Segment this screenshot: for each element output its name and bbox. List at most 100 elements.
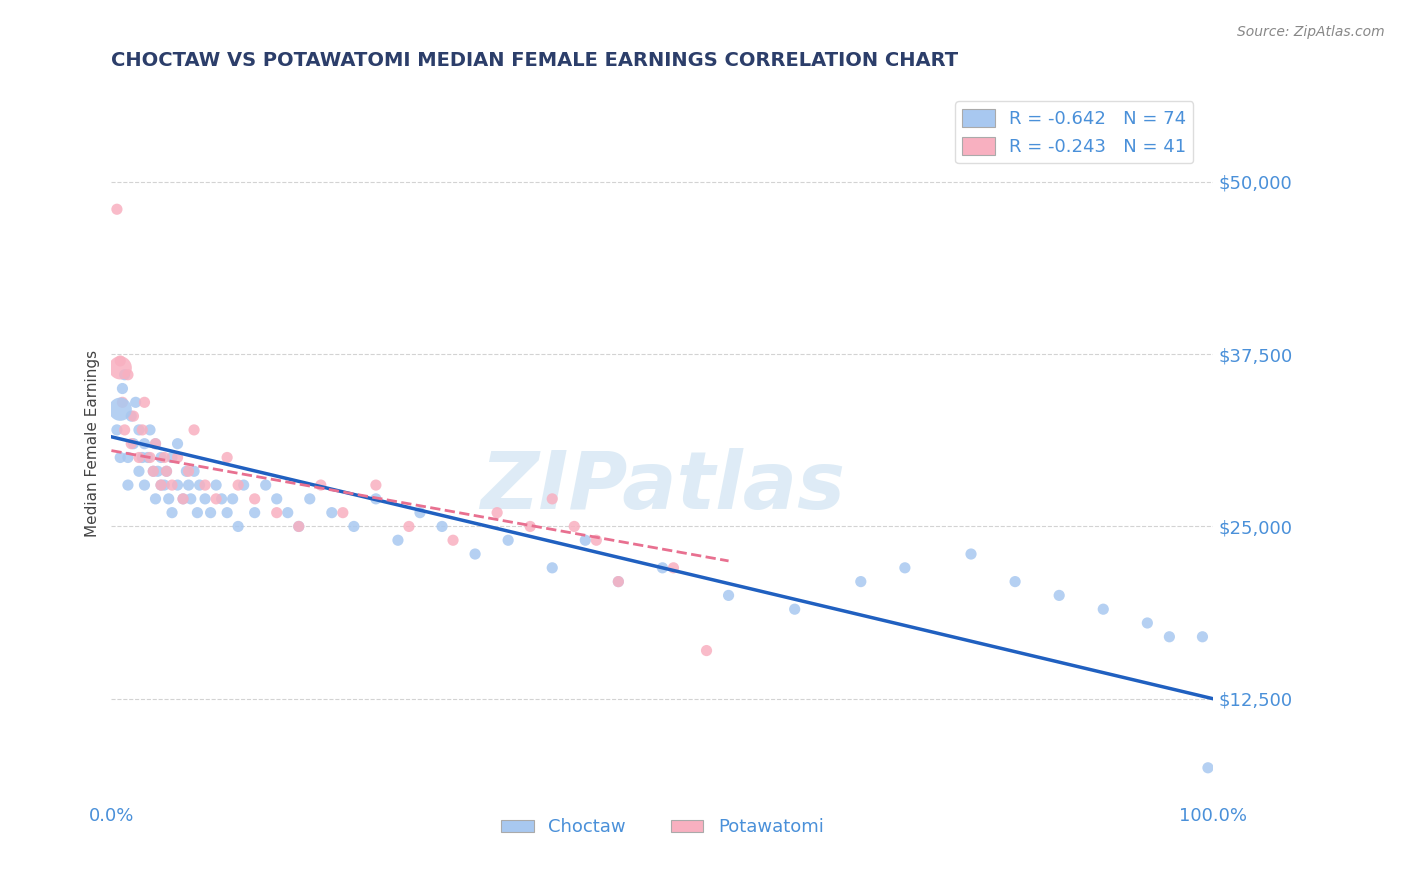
- Point: [277, 506, 299, 520]
- Point: [364, 478, 387, 492]
- Text: Source: ZipAtlas.com: Source: ZipAtlas.com: [1237, 25, 1385, 39]
- Point: [188, 478, 211, 492]
- Point: [117, 368, 139, 382]
- Point: [541, 491, 564, 506]
- Point: [122, 436, 145, 450]
- Point: [134, 395, 156, 409]
- Point: [211, 491, 233, 506]
- Point: [180, 491, 202, 506]
- Point: [243, 491, 266, 506]
- Point: [160, 506, 183, 520]
- Point: [343, 519, 366, 533]
- Point: [160, 450, 183, 465]
- Point: [131, 450, 153, 465]
- Point: [1197, 761, 1219, 775]
- Point: [166, 478, 188, 492]
- Point: [309, 478, 332, 492]
- Point: [128, 464, 150, 478]
- Y-axis label: Median Female Earnings: Median Female Earnings: [86, 351, 100, 537]
- Point: [1092, 602, 1115, 616]
- Point: [139, 423, 162, 437]
- Point: [157, 491, 180, 506]
- Point: [217, 506, 239, 520]
- Point: [172, 491, 194, 506]
- Point: [155, 464, 177, 478]
- Point: [128, 450, 150, 465]
- Point: [120, 436, 142, 450]
- Point: [117, 478, 139, 492]
- Point: [574, 533, 596, 548]
- Point: [217, 450, 239, 465]
- Point: [110, 402, 132, 417]
- Point: [172, 491, 194, 506]
- Point: [266, 491, 288, 506]
- Point: [332, 506, 354, 520]
- Point: [562, 519, 585, 533]
- Point: [111, 382, 134, 396]
- Text: CHOCTAW VS POTAWATOMI MEDIAN FEMALE EARNINGS CORRELATION CHART: CHOCTAW VS POTAWATOMI MEDIAN FEMALE EARN…: [111, 51, 959, 70]
- Point: [186, 506, 208, 520]
- Point: [120, 409, 142, 423]
- Point: [541, 561, 564, 575]
- Point: [519, 519, 541, 533]
- Point: [166, 450, 188, 465]
- Point: [134, 436, 156, 450]
- Point: [145, 436, 167, 450]
- Point: [960, 547, 983, 561]
- Point: [150, 478, 173, 492]
- Point: [226, 519, 249, 533]
- Point: [110, 354, 132, 368]
- Point: [398, 519, 420, 533]
- Point: [321, 506, 343, 520]
- Point: [486, 506, 509, 520]
- Point: [131, 423, 153, 437]
- Point: [183, 423, 205, 437]
- Point: [122, 409, 145, 423]
- Point: [849, 574, 872, 589]
- Point: [287, 519, 309, 533]
- Point: [409, 506, 432, 520]
- Point: [1004, 574, 1026, 589]
- Point: [200, 506, 222, 520]
- Point: [254, 478, 277, 492]
- Point: [166, 436, 188, 450]
- Point: [243, 506, 266, 520]
- Point: [1159, 630, 1181, 644]
- Point: [142, 464, 165, 478]
- Point: [232, 478, 254, 492]
- Point: [111, 395, 134, 409]
- Point: [194, 478, 217, 492]
- Point: [145, 436, 167, 450]
- Point: [145, 491, 167, 506]
- Point: [783, 602, 806, 616]
- Point: [1136, 615, 1159, 630]
- Point: [287, 519, 309, 533]
- Point: [221, 491, 243, 506]
- Point: [717, 588, 740, 602]
- Point: [226, 478, 249, 492]
- Point: [117, 450, 139, 465]
- Point: [153, 450, 176, 465]
- Point: [105, 202, 128, 217]
- Point: [298, 491, 321, 506]
- Point: [150, 478, 173, 492]
- Point: [194, 491, 217, 506]
- Point: [585, 533, 607, 548]
- Point: [139, 450, 162, 465]
- Point: [662, 561, 685, 575]
- Point: [651, 561, 673, 575]
- Point: [146, 464, 169, 478]
- Point: [114, 423, 136, 437]
- Point: [183, 464, 205, 478]
- Point: [150, 450, 173, 465]
- Point: [441, 533, 464, 548]
- Point: [134, 478, 156, 492]
- Point: [114, 368, 136, 382]
- Point: [176, 464, 198, 478]
- Point: [496, 533, 519, 548]
- Legend: Choctaw, Potawatomi: Choctaw, Potawatomi: [494, 811, 831, 844]
- Point: [387, 533, 409, 548]
- Point: [430, 519, 453, 533]
- Point: [177, 464, 200, 478]
- Point: [205, 491, 228, 506]
